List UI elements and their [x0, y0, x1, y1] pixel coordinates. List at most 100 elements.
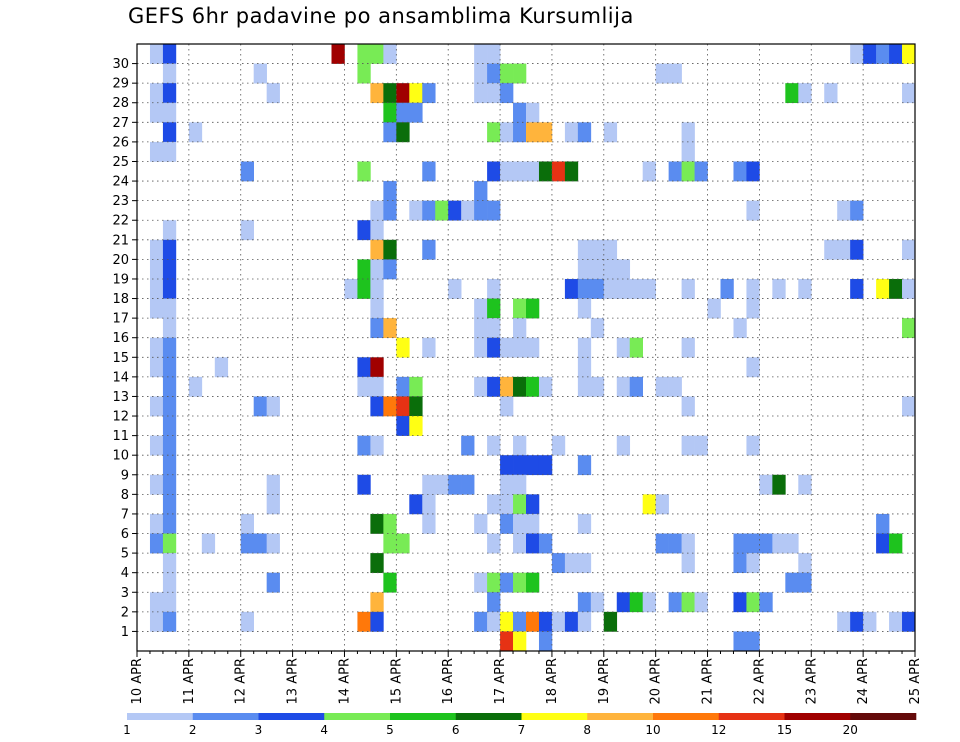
heatmap-cell: [487, 435, 501, 456]
heatmap-cell: [564, 278, 579, 299]
heatmap-cell: [474, 298, 488, 319]
y-tick-label: 1: [121, 625, 129, 640]
heatmap-cell: [876, 44, 890, 64]
heatmap-cell: [616, 278, 631, 299]
heatmap-cell: [487, 83, 501, 104]
heatmap-cell: [902, 239, 916, 260]
heatmap-cell: [538, 611, 553, 632]
y-tick-label: 20: [112, 253, 129, 268]
heatmap-cell: [681, 435, 695, 456]
heatmap-cell: [746, 298, 760, 319]
heatmap-cell: [370, 220, 384, 241]
heatmap-cell: [694, 161, 708, 182]
heatmap-cell: [422, 161, 436, 182]
y-tick-label: 7: [121, 507, 129, 522]
heatmap-cell: [357, 376, 371, 397]
heatmap-cell: [383, 83, 397, 104]
heatmap-cell: [837, 239, 851, 260]
heatmap-cell: [266, 474, 280, 495]
y-tick-label: 22: [112, 214, 129, 229]
heatmap-cell: [513, 63, 527, 84]
heatmap-cell: [850, 200, 864, 221]
heatmap-cell: [474, 44, 488, 64]
heatmap-cell: [681, 553, 695, 573]
legend-label: 10: [645, 723, 660, 737]
heatmap-cell: [487, 572, 501, 593]
heatmap-cell: [461, 200, 475, 221]
y-tick-label: 12: [112, 410, 129, 425]
heatmap-cell: [668, 533, 682, 554]
heatmap-cell: [513, 337, 527, 358]
heatmap-cell: [474, 513, 488, 534]
heatmap-cell: [396, 533, 410, 554]
heatmap-cell: [824, 239, 838, 260]
heatmap-cell: [863, 44, 877, 64]
heatmap-cell: [526, 611, 540, 632]
legend-swatch: [653, 713, 720, 720]
heatmap-cell: [513, 533, 527, 554]
x-tick-label: 20 APR: [649, 658, 664, 704]
heatmap-cell: [162, 44, 177, 64]
heatmap-cell: [162, 298, 177, 319]
x-tick-label: 13 APR: [286, 658, 301, 704]
legend-swatch: [390, 713, 457, 720]
heatmap-cell: [603, 611, 618, 632]
heatmap-cell: [487, 533, 501, 554]
heatmap-cell: [487, 122, 501, 143]
heatmap-cell: [149, 278, 164, 299]
heatmap-cell: [526, 455, 540, 476]
heatmap-cell: [681, 592, 695, 613]
heatmap-cell: [500, 396, 514, 417]
heatmap-cell: [253, 533, 267, 554]
heatmap-cell: [902, 611, 916, 632]
heatmap-cell: [642, 278, 656, 299]
heatmap-cell: [474, 572, 488, 593]
heatmap-cell: [733, 533, 747, 554]
heatmap-cell: [162, 102, 177, 123]
heatmap-cell: [526, 494, 540, 515]
heatmap-cell: [370, 298, 384, 319]
heatmap-cell: [500, 631, 514, 652]
heatmap-cell: [487, 494, 501, 515]
heatmap-cell: [577, 611, 592, 632]
heatmap-cell: [162, 357, 177, 378]
heatmap-cell: [616, 435, 631, 456]
heatmap-cell: [149, 435, 164, 456]
heatmap-cell: [162, 318, 177, 339]
heatmap-cell: [577, 513, 592, 534]
heatmap-cell: [383, 44, 397, 64]
heatmap-cell: [681, 122, 695, 143]
legend-swatch: [718, 713, 785, 720]
heatmap-cell: [538, 533, 553, 554]
heatmap-cell: [863, 611, 877, 632]
heatmap-cell: [681, 337, 695, 358]
heatmap-cell: [409, 102, 423, 123]
x-tick-label: 11 APR: [182, 658, 197, 704]
y-tick-label: 24: [112, 175, 129, 190]
heatmap-cell: [240, 533, 254, 554]
heatmap-cell: [513, 631, 527, 652]
heatmap-cell: [474, 63, 488, 84]
y-tick-label: 23: [112, 194, 129, 209]
heatmap-cell: [370, 259, 384, 280]
heatmap-cell: [526, 337, 540, 358]
heatmap-cell: [370, 435, 384, 456]
heatmap-cell: [240, 513, 254, 534]
heatmap-cell: [681, 533, 695, 554]
heatmap-cell: [694, 435, 708, 456]
legend-swatch: [784, 713, 851, 720]
heatmap-cell: [383, 396, 397, 417]
heatmap-cell: [577, 455, 592, 476]
heatmap-cell: [746, 631, 760, 652]
legend-swatch: [455, 713, 522, 720]
heatmap-cell: [577, 122, 592, 143]
heatmap-cell: [253, 63, 267, 84]
heatmap-cell: [668, 376, 682, 397]
heatmap-cell: [396, 122, 410, 143]
legend-swatch: [521, 713, 588, 720]
heatmap-cell: [487, 200, 501, 221]
heatmap-cell: [162, 416, 177, 436]
x-tick-label: 23 APR: [804, 658, 819, 704]
heatmap-cell: [513, 376, 527, 397]
